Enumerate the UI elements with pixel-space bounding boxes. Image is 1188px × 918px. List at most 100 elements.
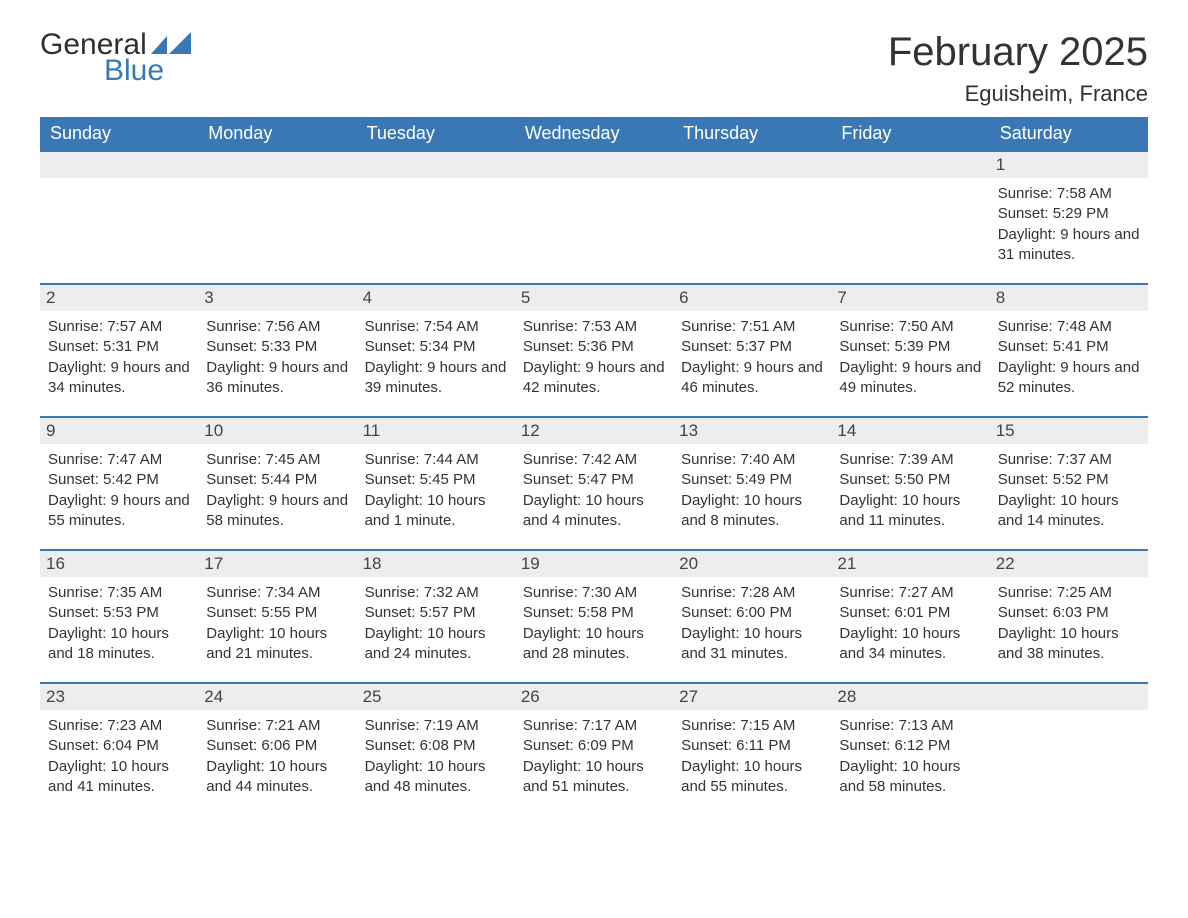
day-info: Sunrise: 7:51 AMSunset: 5:37 PMDaylight:…	[679, 317, 825, 398]
day-number: 24	[198, 684, 356, 710]
day-cell: 16Sunrise: 7:35 AMSunset: 5:53 PMDayligh…	[40, 550, 198, 683]
daylight-label: Daylight:	[206, 758, 264, 775]
sunrise-value: 7:47 AM	[107, 451, 162, 468]
sunset-label: Sunset:	[523, 338, 574, 355]
sunrise-label: Sunrise:	[998, 318, 1053, 335]
sunset-label: Sunset:	[206, 471, 257, 488]
day-cell: 10Sunrise: 7:45 AMSunset: 5:44 PMDayligh…	[198, 417, 356, 550]
col-wednesday: Wednesday	[515, 117, 673, 151]
daylight-label: Daylight:	[48, 625, 106, 642]
day-number: 25	[357, 684, 515, 710]
sunrise-label: Sunrise:	[523, 584, 578, 601]
day-cell	[831, 151, 989, 284]
day-info: Sunrise: 7:13 AMSunset: 6:12 PMDaylight:…	[837, 716, 983, 797]
page-header: General Blue February 2025 Eguisheim, Fr…	[40, 30, 1148, 107]
sunset-label: Sunset:	[206, 737, 257, 754]
day-info: Sunrise: 7:44 AMSunset: 5:45 PMDaylight:…	[363, 450, 509, 531]
sunset-label: Sunset:	[681, 737, 732, 754]
sunrise-value: 7:30 AM	[582, 584, 637, 601]
day-info: Sunrise: 7:27 AMSunset: 6:01 PMDaylight:…	[837, 583, 983, 664]
sunrise-value: 7:37 AM	[1057, 451, 1112, 468]
sunrise-value: 7:35 AM	[107, 584, 162, 601]
sunset-label: Sunset:	[365, 737, 416, 754]
sunset-value: 5:44 PM	[261, 471, 317, 488]
sunset-label: Sunset:	[998, 604, 1049, 621]
day-cell: 18Sunrise: 7:32 AMSunset: 5:57 PMDayligh…	[357, 550, 515, 683]
day-info: Sunrise: 7:21 AMSunset: 6:06 PMDaylight:…	[204, 716, 350, 797]
day-cell: 5Sunrise: 7:53 AMSunset: 5:36 PMDaylight…	[515, 284, 673, 417]
day-number	[990, 684, 1148, 710]
sunset-value: 5:29 PM	[1053, 205, 1109, 222]
sunrise-label: Sunrise:	[48, 717, 103, 734]
title-block: February 2025 Eguisheim, France	[888, 30, 1148, 107]
day-cell	[515, 151, 673, 284]
sunset-label: Sunset:	[681, 471, 732, 488]
day-number: 7	[831, 285, 989, 311]
sunrise-label: Sunrise:	[48, 451, 103, 468]
day-cell: 21Sunrise: 7:27 AMSunset: 6:01 PMDayligh…	[831, 550, 989, 683]
day-info: Sunrise: 7:58 AMSunset: 5:29 PMDaylight:…	[996, 184, 1142, 265]
sunrise-label: Sunrise:	[998, 584, 1053, 601]
daylight-label: Daylight:	[365, 758, 423, 775]
sunrise-value: 7:32 AM	[424, 584, 479, 601]
sunset-value: 6:12 PM	[894, 737, 950, 754]
daylight-label: Daylight:	[523, 359, 581, 376]
sunrise-value: 7:21 AM	[265, 717, 320, 734]
sunset-value: 6:00 PM	[736, 604, 792, 621]
daylight-label: Daylight:	[523, 492, 581, 509]
calendar-table: Sunday Monday Tuesday Wednesday Thursday…	[40, 117, 1148, 815]
sunrise-value: 7:48 AM	[1057, 318, 1112, 335]
sunrise-label: Sunrise:	[998, 451, 1053, 468]
day-number: 10	[198, 418, 356, 444]
day-number: 3	[198, 285, 356, 311]
sunrise-value: 7:56 AM	[265, 318, 320, 335]
sunset-value: 6:04 PM	[103, 737, 159, 754]
sunrise-value: 7:53 AM	[582, 318, 637, 335]
logo-text-blue: Blue	[104, 56, 191, 86]
day-number: 8	[990, 285, 1148, 311]
sunrise-value: 7:15 AM	[740, 717, 795, 734]
day-cell: 28Sunrise: 7:13 AMSunset: 6:12 PMDayligh…	[831, 683, 989, 815]
week-row: 16Sunrise: 7:35 AMSunset: 5:53 PMDayligh…	[40, 550, 1148, 683]
sunrise-label: Sunrise:	[206, 584, 261, 601]
daylight-label: Daylight:	[206, 625, 264, 642]
day-number: 2	[40, 285, 198, 311]
day-cell: 7Sunrise: 7:50 AMSunset: 5:39 PMDaylight…	[831, 284, 989, 417]
day-info: Sunrise: 7:39 AMSunset: 5:50 PMDaylight:…	[837, 450, 983, 531]
day-cell: 11Sunrise: 7:44 AMSunset: 5:45 PMDayligh…	[357, 417, 515, 550]
sunrise-label: Sunrise:	[48, 318, 103, 335]
col-tuesday: Tuesday	[357, 117, 515, 151]
day-cell: 9Sunrise: 7:47 AMSunset: 5:42 PMDaylight…	[40, 417, 198, 550]
sunrise-value: 7:50 AM	[899, 318, 954, 335]
day-number: 26	[515, 684, 673, 710]
sunset-label: Sunset:	[839, 338, 890, 355]
sunrise-value: 7:34 AM	[265, 584, 320, 601]
sunset-value: 5:34 PM	[420, 338, 476, 355]
day-number	[673, 152, 831, 178]
day-info: Sunrise: 7:56 AMSunset: 5:33 PMDaylight:…	[204, 317, 350, 398]
day-info: Sunrise: 7:34 AMSunset: 5:55 PMDaylight:…	[204, 583, 350, 664]
sunset-label: Sunset:	[998, 338, 1049, 355]
week-row: 9Sunrise: 7:47 AMSunset: 5:42 PMDaylight…	[40, 417, 1148, 550]
day-number: 18	[357, 551, 515, 577]
sunset-label: Sunset:	[681, 604, 732, 621]
sunrise-value: 7:42 AM	[582, 451, 637, 468]
location-label: Eguisheim, France	[888, 81, 1148, 107]
day-cell: 19Sunrise: 7:30 AMSunset: 5:58 PMDayligh…	[515, 550, 673, 683]
day-cell: 17Sunrise: 7:34 AMSunset: 5:55 PMDayligh…	[198, 550, 356, 683]
day-number: 4	[357, 285, 515, 311]
day-number: 23	[40, 684, 198, 710]
sunrise-label: Sunrise:	[839, 451, 894, 468]
day-cell	[198, 151, 356, 284]
sunset-label: Sunset:	[365, 338, 416, 355]
week-row: 1 Sunrise: 7:58 AMSunset: 5:29 PMDaylight…	[40, 151, 1148, 284]
day-info: Sunrise: 7:54 AMSunset: 5:34 PMDaylight:…	[363, 317, 509, 398]
daylight-label: Daylight:	[365, 492, 423, 509]
day-info: Sunrise: 7:40 AMSunset: 5:49 PMDaylight:…	[679, 450, 825, 531]
sunset-label: Sunset:	[48, 737, 99, 754]
day-number: 1	[990, 152, 1148, 178]
sunset-label: Sunset:	[839, 604, 890, 621]
day-number: 5	[515, 285, 673, 311]
daylight-label: Daylight:	[523, 625, 581, 642]
sunrise-label: Sunrise:	[681, 717, 736, 734]
